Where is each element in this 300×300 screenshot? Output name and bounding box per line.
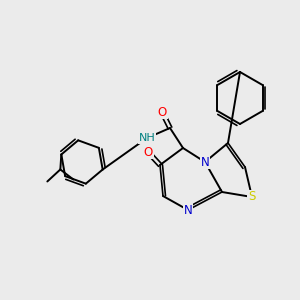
Text: N: N <box>184 203 192 217</box>
Text: NH: NH <box>139 133 155 143</box>
Text: S: S <box>248 190 256 203</box>
Text: N: N <box>201 155 209 169</box>
Text: O: O <box>143 146 153 158</box>
Text: O: O <box>158 106 166 118</box>
